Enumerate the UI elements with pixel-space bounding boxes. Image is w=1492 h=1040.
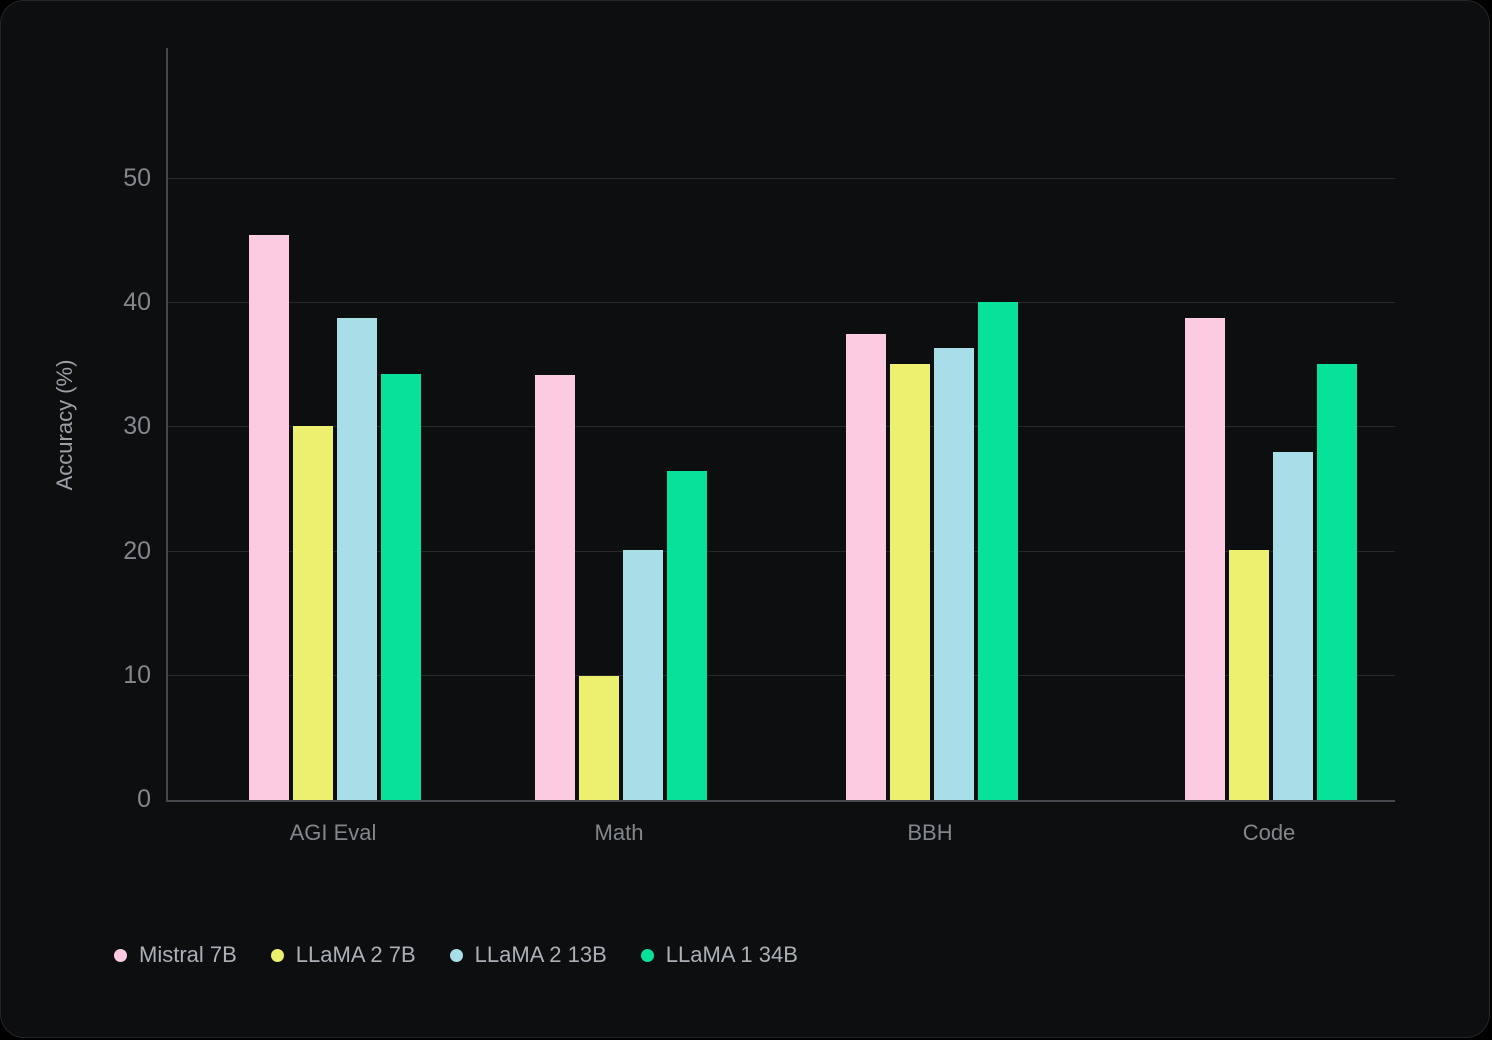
y-tick-label-40: 40 [123, 288, 151, 317]
bar-bbh-mistral-7b[interactable] [846, 334, 886, 800]
bar-code-llama-1-34b[interactable] [1317, 364, 1357, 800]
bar-agi-eval-llama-2-13b[interactable] [337, 318, 377, 800]
y-tick-label-0: 0 [137, 785, 151, 813]
bar-bbh-llama-2-7b[interactable] [890, 364, 930, 800]
legend-item-llama-2-13b[interactable]: LLaMA 2 13B [449, 942, 607, 968]
x-axis-label-agi-eval: AGI Eval [289, 820, 377, 845]
bar-agi-eval-mistral-7b[interactable] [249, 234, 289, 800]
legend-item-label: Mistral 7B [139, 942, 237, 967]
legend-item-label: LLaMA 2 13B [474, 942, 607, 967]
x-axis-label-math: Math [594, 820, 644, 845]
y-tick-label-20: 20 [123, 536, 151, 565]
legend-dot-icon [640, 948, 654, 962]
legend-item-mistral-7b[interactable]: Mistral 7B [114, 942, 237, 968]
y-tick-label-50: 50 [123, 164, 151, 192]
bar-code-llama-2-13b[interactable] [1273, 452, 1313, 800]
bar-bbh-llama-1-34b[interactable] [978, 301, 1018, 800]
x-axis-label-code: Code [1242, 820, 1296, 845]
bar-agi-eval-llama-2-7b[interactable] [293, 426, 333, 800]
bar-math-mistral-7b[interactable] [535, 375, 575, 800]
plot-area [166, 48, 1395, 802]
legend-dot-icon [270, 948, 284, 962]
bar-agi-eval-llama-1-34b[interactable] [381, 374, 421, 800]
x-axis-label-bbh: BBH [907, 820, 953, 845]
legend-item-llama-2-7b[interactable]: LLaMA 2 7B [270, 942, 416, 968]
bar-math-llama-1-34b[interactable] [667, 470, 707, 800]
bar-math-llama-2-7b[interactable] [579, 675, 619, 800]
legend-dot-icon [114, 948, 127, 962]
gridline-y-40 [168, 302, 1395, 304]
legend-dot-icon [449, 948, 463, 962]
gridline-y-30 [168, 426, 1395, 428]
legend-item-label: LLaMA 1 34B [665, 942, 798, 967]
gridline-y-50 [168, 178, 1395, 179]
legend-item-llama-1-34b[interactable]: LLaMA 1 34B [640, 942, 798, 968]
legend: Mistral 7B LLaMA 2 7B LLaMA 2 13B LLaMA 1 3… [114, 942, 798, 968]
bar-code-mistral-7b[interactable] [1185, 318, 1225, 800]
bar-code-llama-2-7b[interactable] [1229, 550, 1269, 800]
y-axis-title: Accuracy (%) [52, 359, 77, 491]
legend-item-label: LLaMA 2 7B [295, 942, 416, 967]
gridline-y-20 [168, 550, 1395, 552]
bar-bbh-llama-2-13b[interactable] [934, 347, 974, 800]
gridline-y-10 [168, 674, 1395, 676]
bar-math-llama-2-13b[interactable] [623, 550, 663, 800]
y-tick-label-30: 30 [123, 412, 151, 441]
y-tick-label-10: 10 [123, 660, 151, 689]
